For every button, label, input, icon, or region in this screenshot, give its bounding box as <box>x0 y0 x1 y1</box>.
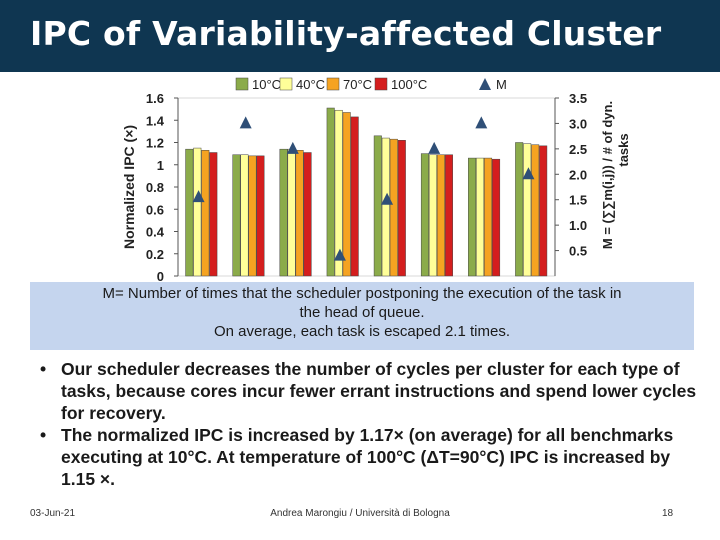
bar-70c <box>436 154 445 277</box>
callout-line-2: the head of queue. <box>299 304 425 321</box>
bar-100c <box>539 145 548 277</box>
bullet-text: The normalized IPC is increased by 1.17×… <box>61 425 674 489</box>
bar-100c <box>256 155 265 277</box>
bar-70c <box>342 112 351 277</box>
bar-70c <box>484 157 493 277</box>
bar-100c <box>444 154 453 277</box>
y-left-tick-label: 0.2 <box>146 247 164 262</box>
y-left-tick-label: 1.2 <box>146 136 164 151</box>
m-marker <box>475 116 488 129</box>
bar-40c <box>240 154 249 277</box>
y-left-tick-label: 0.6 <box>146 202 164 217</box>
bar-40c <box>287 148 296 277</box>
y-right-tick-label: 2.5 <box>569 142 587 157</box>
y-right-tick-label: 1.0 <box>569 218 587 233</box>
callout-box <box>30 282 694 350</box>
legend-swatch <box>326 77 340 91</box>
legend-swatch <box>235 77 249 91</box>
bullet-marker: • <box>40 425 47 445</box>
y-right-tick-label: 0.5 <box>569 244 587 259</box>
bar-10c <box>185 148 194 277</box>
bar-100c <box>492 158 501 277</box>
callout-text: M= Number of times that the scheduler po… <box>30 284 694 341</box>
y-right-tick-label: 3.0 <box>569 116 587 131</box>
m-marker <box>381 192 394 205</box>
bullet-text: Our scheduler decreases the number of cy… <box>61 359 697 423</box>
footer-date: 03-Jun-21 <box>30 508 76 519</box>
callout-line-3: On average, each task is escaped 2.1 tim… <box>214 323 510 340</box>
legend-label: M <box>496 77 507 92</box>
bar-10c <box>232 154 241 277</box>
y-right-tick-label: 1.5 <box>569 193 587 208</box>
bar-40c <box>476 157 485 277</box>
legend-swatch <box>374 77 388 91</box>
y-left-tick-label: 1.4 <box>146 113 165 128</box>
legend-label: 70°C <box>343 77 372 92</box>
bar-40c <box>428 154 437 277</box>
bar-70c <box>531 144 540 277</box>
bar-10c <box>326 107 335 277</box>
bar-70c <box>295 150 304 277</box>
y-right-tick-label: 2.0 <box>569 167 587 182</box>
bar-40c <box>381 137 390 277</box>
legend-label: 10°C <box>252 77 281 92</box>
bullet-list: • Our scheduler decreases the number of c… <box>38 358 698 490</box>
y-right-axis-title-line-2: tasks <box>616 133 631 166</box>
bar-10c <box>515 142 524 277</box>
title-bar <box>0 0 720 72</box>
ipc-chart: 0 0.2 0.4 0.6 0.8 1 1.2 1.4 1.6 0.5 1.0 1.5 2.0 2.5 3.… <box>121 77 631 282</box>
bar-10c <box>279 148 288 277</box>
bar-40c <box>523 143 532 277</box>
bullet-marker: • <box>40 359 47 379</box>
footer-author: Andrea Marongiu / Università di Bologna <box>270 508 450 519</box>
callout-line-1: M= Number of times that the scheduler po… <box>102 285 622 302</box>
bar-10c <box>373 135 382 277</box>
m-marker <box>286 141 299 154</box>
y-left-tick-label: 0.4 <box>146 225 165 240</box>
footer-page-number: 18 <box>662 508 674 519</box>
bullet-item: • The normalized IPC is increased by 1.17… <box>38 424 698 490</box>
bar-40c <box>334 109 343 277</box>
y-left-tick-label: 0 <box>157 269 164 282</box>
m-marker <box>428 141 441 154</box>
y-right-axis-title-line-1: M = (∑∑m(i,j)) / # of dyn. <box>600 101 615 249</box>
bar-70c <box>389 138 398 277</box>
y-left-tick-label: 1.6 <box>146 91 164 106</box>
m-marker <box>522 167 535 180</box>
legend-marker-m <box>479 78 491 90</box>
bullet-item: • Our scheduler decreases the number of c… <box>38 358 698 424</box>
slide-title: IPC of Variability-affected Cluster <box>30 14 662 53</box>
bar-100c <box>209 152 218 277</box>
y-right-tick-label: 3.5 <box>569 91 587 106</box>
y-left-tick-label: 0.8 <box>146 180 164 195</box>
bar-100c <box>303 152 312 277</box>
m-marker <box>239 116 252 129</box>
legend-swatch <box>279 77 293 91</box>
bar-100c <box>397 140 406 277</box>
m-marker <box>192 190 205 203</box>
legend-label: 40°C <box>296 77 325 92</box>
bar-10c <box>468 157 477 277</box>
bar-70c <box>201 150 210 277</box>
y-left-axis-title: Normalized IPC (×) <box>121 125 137 249</box>
legend-label: 100°C <box>391 77 427 92</box>
bar-70c <box>248 155 257 277</box>
y-left-tick-label: 1 <box>157 158 164 173</box>
bar-100c <box>350 116 359 277</box>
bar-40c <box>193 147 202 277</box>
m-marker <box>333 248 346 261</box>
bar-10c <box>420 153 429 277</box>
